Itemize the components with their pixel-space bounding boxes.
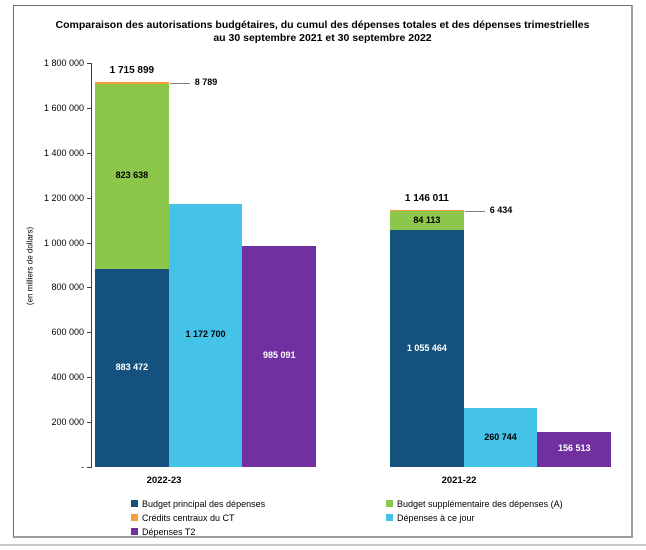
stacked-bar-segment (95, 83, 169, 269)
bar (168, 203, 243, 467)
legend-column: Budget supplémentaire des dépenses (A) Dé… (386, 497, 563, 525)
bar (242, 245, 317, 467)
chart-container: Comparaison des autorisations budgétaire… (13, 5, 633, 538)
stacked-bar-total-label: 1 715 899 (109, 64, 155, 76)
bottom-separator (0, 544, 646, 546)
legend-label: Crédits centraux du CT (142, 513, 235, 523)
bar (463, 408, 538, 467)
y-tick-mark (87, 377, 92, 379)
y-tick-mark (87, 152, 92, 154)
stacked-bar-total-label: 1 146 011 (404, 192, 449, 204)
segment-data-label: 1 055 464 (406, 342, 447, 353)
legend-item: Crédits centraux du CT (131, 511, 265, 525)
stacked-bar-segment (95, 268, 169, 467)
segment-data-label: 883 472 (115, 361, 149, 372)
y-tick-label: 800 000 (51, 282, 84, 293)
y-tick-label: 1 800 000 (43, 58, 84, 68)
y-tick-label: 1 600 000 (43, 102, 84, 113)
legend-item: Dépenses à ce jour (386, 511, 563, 525)
callout-leader-line (464, 210, 485, 212)
legend-swatch (386, 514, 393, 522)
chart-title-line2: au 30 septembre 2021 et 30 septembre 202… (213, 32, 432, 44)
legend-item: Budget principal des dépenses (131, 497, 265, 511)
legend-label: Dépenses T2 (142, 527, 196, 537)
chart-title: Comparaison des autorisations budgétaire… (14, 19, 631, 45)
legend-swatch (386, 500, 393, 508)
y-tick-label: 600 000 (51, 327, 84, 338)
bar-data-label: 260 744 (484, 431, 517, 442)
y-tick-mark (87, 422, 92, 424)
legend-column: Budget principal des dépenses Crédits cen… (131, 497, 265, 539)
legend-swatch (131, 500, 138, 508)
y-tick-mark (87, 197, 92, 199)
legend-label: Budget principal des dépenses (142, 499, 266, 509)
y-tick-label: 1 200 000 (43, 192, 84, 203)
y-tick-label: 200 000 (51, 417, 84, 428)
bar (537, 431, 612, 467)
plot-area: 1 800 000 1 600 000 1 400 000 1 200 000 1 00… (44, 58, 614, 486)
y-tick-mark (87, 467, 92, 468)
segment-data-label: 84 113 (413, 214, 441, 225)
callout-data-label: 8 789 (194, 76, 218, 87)
stacked-bar-segment (390, 230, 464, 467)
stacked-bar-segment (95, 81, 169, 84)
bar-data-label: 1 172 700 (185, 329, 226, 340)
bar-data-label: 985 091 (262, 350, 296, 361)
legend-swatch (131, 514, 138, 522)
legend-swatch (131, 528, 138, 536)
legend-label: Dépenses à ce jour (397, 513, 475, 523)
chart-title-line1: Comparaison des autorisations budgétaire… (55, 19, 590, 31)
legend-item: Budget supplémentaire des dépenses (A) (386, 497, 563, 511)
y-tick-mark (87, 242, 92, 244)
y-tick-label: - (81, 462, 84, 472)
callout-leader-line (169, 82, 190, 84)
y-tick-mark (87, 332, 92, 334)
y-tick-mark (87, 107, 92, 109)
y-tick-mark (87, 63, 92, 64)
callout-data-label: 6 434 (489, 204, 513, 215)
y-tick-label: 1 400 000 (43, 147, 84, 158)
legend-item: Dépenses T2 (131, 525, 265, 539)
segment-data-label: 823 638 (115, 170, 149, 181)
y-tick-mark (87, 287, 92, 289)
y-tick-label: 1 000 000 (43, 237, 84, 248)
stacked-bar-segment (390, 211, 464, 231)
bar-data-label: 156 513 (557, 443, 591, 454)
y-tick-label: 400 000 (51, 372, 84, 383)
x-axis-category-label: 2022-23 (146, 475, 182, 486)
legend-label: Budget supplémentaire des dépenses (A) (397, 499, 563, 509)
stacked-bar-segment (390, 209, 464, 212)
x-axis-category-label: 2021-22 (441, 475, 477, 486)
